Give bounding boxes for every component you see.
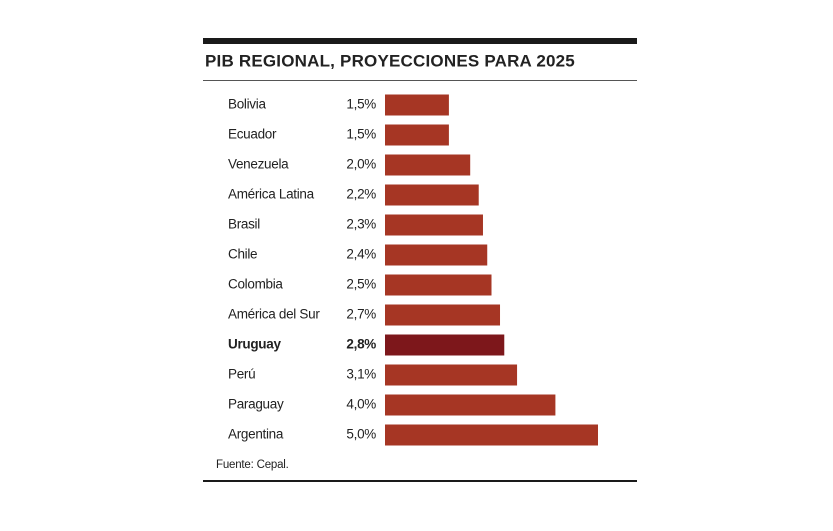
bar bbox=[385, 154, 471, 176]
value-label: 4,0% bbox=[346, 397, 376, 412]
bar bbox=[385, 124, 449, 146]
value-label: 1,5% bbox=[346, 97, 376, 112]
bar bbox=[385, 334, 505, 356]
bar bbox=[385, 214, 483, 236]
value-label: 2,7% bbox=[346, 307, 376, 322]
value-label: 2,2% bbox=[346, 187, 376, 202]
bar bbox=[385, 304, 501, 326]
value-label: 2,5% bbox=[346, 277, 376, 292]
value-label: 2,3% bbox=[346, 217, 376, 232]
category-label: Argentina bbox=[228, 427, 284, 442]
category-label: Brasil bbox=[228, 217, 260, 232]
bar bbox=[385, 94, 449, 116]
value-label: 5,0% bbox=[346, 427, 376, 442]
bar bbox=[385, 274, 492, 296]
chart-title: PIB REGIONAL, PROYECCIONES PARA 2025 bbox=[205, 51, 575, 70]
bar bbox=[385, 364, 518, 386]
value-label: 2,8% bbox=[346, 337, 376, 352]
category-label: Uruguay bbox=[228, 337, 281, 352]
bar bbox=[385, 424, 598, 446]
value-label: 2,0% bbox=[346, 157, 376, 172]
bar bbox=[385, 184, 479, 206]
source: Fuente: Cepal. bbox=[216, 459, 289, 471]
value-label: 3,1% bbox=[346, 367, 376, 382]
category-label: América Latina bbox=[228, 187, 315, 202]
category-label: América del Sur bbox=[228, 307, 320, 322]
bottom-rule bbox=[203, 480, 637, 482]
category-label: Paraguay bbox=[228, 397, 284, 412]
category-label: Perú bbox=[228, 367, 255, 382]
category-label: Colombia bbox=[228, 277, 283, 292]
category-label: Ecuador bbox=[228, 127, 277, 142]
top-rule bbox=[203, 38, 637, 44]
category-label: Venezuela bbox=[228, 157, 289, 172]
bar bbox=[385, 244, 488, 266]
category-label: Chile bbox=[228, 247, 257, 262]
value-label: 1,5% bbox=[346, 127, 376, 142]
bar bbox=[385, 394, 556, 416]
category-label: Bolivia bbox=[228, 97, 266, 112]
value-label: 2,4% bbox=[346, 247, 376, 262]
